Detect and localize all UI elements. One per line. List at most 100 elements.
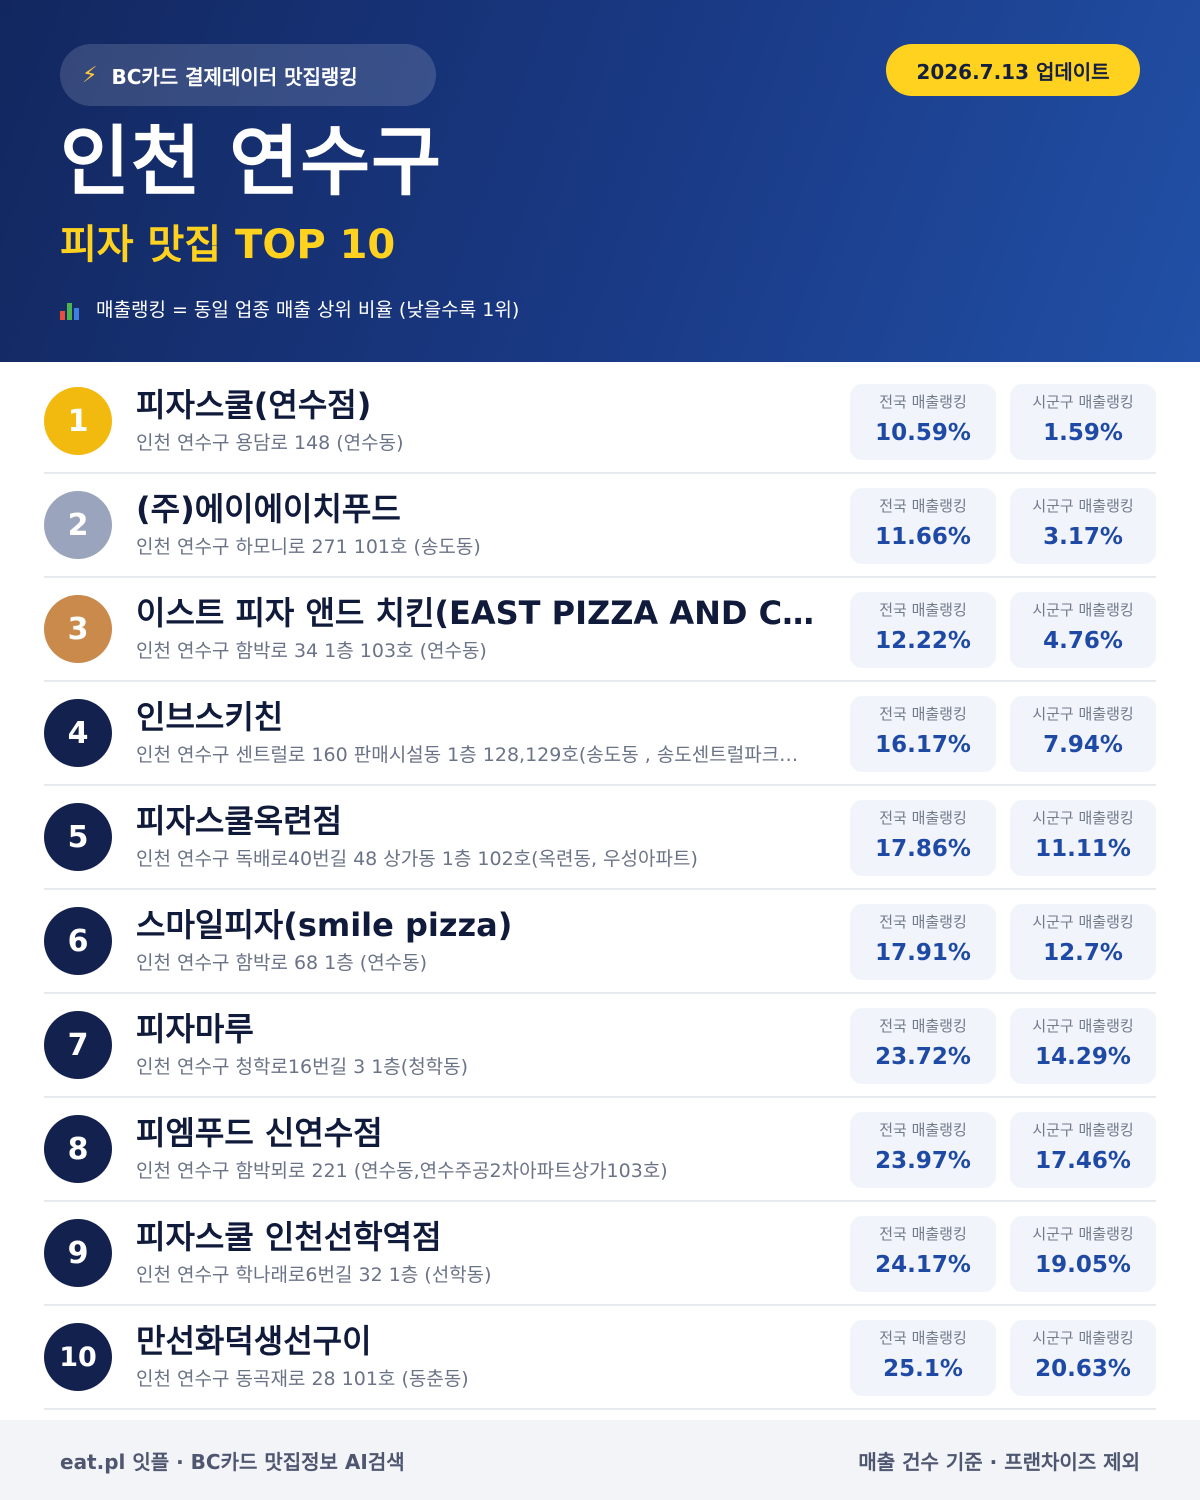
restaurant-row[interactable]: 6 스마일피자(smile pizza) 인천 연수구 함박로 68 1층 (연수동… — [44, 890, 1156, 994]
local-ranking-value: 17.46% — [1035, 1148, 1131, 1174]
local-ranking-value: 3.17% — [1043, 524, 1123, 550]
header-banner: ⚡ BC카드 결제데이터 맛집랭킹 2026.7.13 업데이트 인천 연수구 … — [0, 0, 1200, 362]
lightning-bolt-icon: ⚡ — [82, 62, 98, 88]
national-ranking-label: 전국 매출랭킹 — [879, 809, 967, 827]
local-ranking-value: 1.59% — [1043, 420, 1123, 446]
restaurant-row[interactable]: 1 피자스쿨(연수점) 인천 연수구 용담로 148 (연수동) 전국 매출랭킹 10.… — [44, 370, 1156, 474]
local-ranking-value: 14.29% — [1035, 1044, 1131, 1070]
national-ranking-label: 전국 매출랭킹 — [879, 1225, 967, 1243]
source-label: BC카드 결제데이터 맛집랭킹 — [111, 64, 358, 89]
local-ranking-value: 19.05% — [1035, 1252, 1131, 1278]
restaurant-name[interactable]: 인브스키친 — [136, 698, 284, 736]
national-ranking-box: 전국 매출랭킹 16.17% — [850, 696, 996, 772]
national-ranking-label: 전국 매출랭킹 — [879, 601, 967, 619]
local-ranking-box: 시군구 매출랭킹 1.59% — [1010, 384, 1156, 460]
restaurant-name[interactable]: 피자스쿨 인천선학역점 — [136, 1218, 442, 1256]
restaurant-name[interactable]: 스마일피자(smile pizza) — [136, 906, 513, 944]
page-title: 인천 연수구 — [60, 117, 443, 206]
local-ranking-box: 시군구 매출랭킹 14.29% — [1010, 1008, 1156, 1084]
national-ranking-label: 전국 매출랭킹 — [879, 705, 967, 723]
footer: eat.pl 잇플 · BC카드 맛집정보 AI검색 매출 건수 기준 · 프랜… — [0, 1420, 1200, 1500]
footer-criteria: 매출 건수 기준 · 프랜차이즈 제외 — [858, 1450, 1140, 1474]
national-ranking-value: 24.17% — [875, 1252, 971, 1278]
rank-badge: 8 — [44, 1115, 112, 1183]
rank-badge: 3 — [44, 595, 112, 663]
restaurant-address: 인천 연수구 청학로16번길 3 1층(청학동) — [136, 1056, 469, 1078]
local-ranking-value: 20.63% — [1035, 1356, 1131, 1382]
restaurant-name[interactable]: (주)에이에이치푸드 — [136, 490, 401, 528]
national-ranking-label: 전국 매출랭킹 — [879, 497, 967, 515]
rank-badge: 10 — [44, 1323, 112, 1391]
local-ranking-box: 시군구 매출랭킹 4.76% — [1010, 592, 1156, 668]
restaurant-address: 인천 연수구 함박로 68 1층 (연수동) — [136, 952, 428, 974]
local-ranking-box: 시군구 매출랭킹 7.94% — [1010, 696, 1156, 772]
national-ranking-box: 전국 매출랭킹 17.86% — [850, 800, 996, 876]
local-ranking-box: 시군구 매출랭킹 11.11% — [1010, 800, 1156, 876]
restaurant-row[interactable]: 2 (주)에이에이치푸드 인천 연수구 하모니로 271 101호 (송도동) 전국 … — [44, 474, 1156, 578]
rank-badge: 5 — [44, 803, 112, 871]
national-ranking-label: 전국 매출랭킹 — [879, 393, 967, 411]
national-ranking-value: 23.72% — [875, 1044, 971, 1070]
local-ranking-box: 시군구 매출랭킹 17.46% — [1010, 1112, 1156, 1188]
national-ranking-value: 17.91% — [875, 940, 971, 966]
rank-badge: 9 — [44, 1219, 112, 1287]
restaurant-name[interactable]: 이스트 피자 앤드 치킨(EAST PIZZA AND CHI… — [136, 594, 826, 632]
national-ranking-box: 전국 매출랭킹 24.17% — [850, 1216, 996, 1292]
national-ranking-box: 전국 매출랭킹 11.66% — [850, 488, 996, 564]
update-date-badge: 2026.7.13 업데이트 — [886, 44, 1140, 96]
restaurant-row[interactable]: 5 피자스쿨옥련점 인천 연수구 독배로40번길 48 상가동 1층 102호(옥련… — [44, 786, 1156, 890]
national-ranking-label: 전국 매출랭킹 — [879, 913, 967, 931]
national-ranking-label: 전국 매출랭킹 — [879, 1329, 967, 1347]
rank-badge: 6 — [44, 907, 112, 975]
local-ranking-label: 시군구 매출랭킹 — [1032, 601, 1134, 619]
restaurant-address: 인천 연수구 용담로 148 (연수동) — [136, 432, 404, 454]
restaurant-row[interactable]: 3 이스트 피자 앤드 치킨(EAST PIZZA AND CHI… 인천 연수구 … — [44, 578, 1156, 682]
restaurant-name[interactable]: 만선화덕생선구이 — [136, 1322, 372, 1360]
local-ranking-label: 시군구 매출랭킹 — [1032, 393, 1134, 411]
national-ranking-value: 16.17% — [875, 732, 971, 758]
local-ranking-label: 시군구 매출랭킹 — [1032, 913, 1134, 931]
restaurant-address: 인천 연수구 하모니로 271 101호 (송도동) — [136, 536, 481, 558]
local-ranking-value: 11.11% — [1035, 836, 1131, 862]
national-ranking-value: 25.1% — [883, 1356, 963, 1382]
national-ranking-value: 17.86% — [875, 836, 971, 862]
national-ranking-box: 전국 매출랭킹 23.97% — [850, 1112, 996, 1188]
restaurant-address: 인천 연수구 동곡재로 28 101호 (동춘동) — [136, 1368, 469, 1390]
local-ranking-value: 12.7% — [1043, 940, 1123, 966]
restaurant-address: 인천 연수구 센트럴로 160 판매시설동 1층 128,129호(송도동 , … — [136, 744, 799, 766]
national-ranking-value: 11.66% — [875, 524, 971, 550]
local-ranking-value: 7.94% — [1043, 732, 1123, 758]
local-ranking-value: 4.76% — [1043, 628, 1123, 654]
rank-badge: 4 — [44, 699, 112, 767]
local-ranking-label: 시군구 매출랭킹 — [1032, 1329, 1134, 1347]
restaurant-name[interactable]: 피엠푸드 신연수점 — [136, 1114, 383, 1152]
ranking-note-text: 매출랭킹 = 동일 업종 매출 상위 비율 (낮을수록 1위) — [96, 299, 520, 321]
local-ranking-label: 시군구 매출랭킹 — [1032, 705, 1134, 723]
local-ranking-box: 시군구 매출랭킹 19.05% — [1010, 1216, 1156, 1292]
restaurant-address: 인천 연수구 함박뫼로 221 (연수동,연수주공2차아파트상가103호) — [136, 1160, 668, 1182]
restaurant-name[interactable]: 피자스쿨(연수점) — [136, 386, 372, 424]
local-ranking-label: 시군구 매출랭킹 — [1032, 497, 1134, 515]
bar-chart-icon — [60, 300, 82, 320]
local-ranking-box: 시군구 매출랭킹 3.17% — [1010, 488, 1156, 564]
restaurant-name[interactable]: 피자마루 — [136, 1010, 254, 1048]
rank-badge: 1 — [44, 387, 112, 455]
page-subtitle: 피자 맛집 TOP 10 — [60, 222, 396, 268]
source-badge: ⚡ BC카드 결제데이터 맛집랭킹 — [60, 44, 436, 106]
national-ranking-value: 12.22% — [875, 628, 971, 654]
national-ranking-box: 전국 매출랭킹 25.1% — [850, 1320, 996, 1396]
national-ranking-label: 전국 매출랭킹 — [879, 1017, 967, 1035]
national-ranking-value: 10.59% — [875, 420, 971, 446]
local-ranking-label: 시군구 매출랭킹 — [1032, 809, 1134, 827]
national-ranking-box: 전국 매출랭킹 12.22% — [850, 592, 996, 668]
restaurant-name[interactable]: 피자스쿨옥련점 — [136, 802, 343, 840]
restaurant-address: 인천 연수구 학나래로6번길 32 1층 (선학동) — [136, 1264, 492, 1286]
ranking-note: 매출랭킹 = 동일 업종 매출 상위 비율 (낮을수록 1위) — [60, 294, 519, 326]
national-ranking-box: 전국 매출랭킹 10.59% — [850, 384, 996, 460]
national-ranking-value: 23.97% — [875, 1148, 971, 1174]
restaurant-row[interactable]: 7 피자마루 인천 연수구 청학로16번길 3 1층(청학동) 전국 매출랭킹 23.7… — [44, 994, 1156, 1098]
